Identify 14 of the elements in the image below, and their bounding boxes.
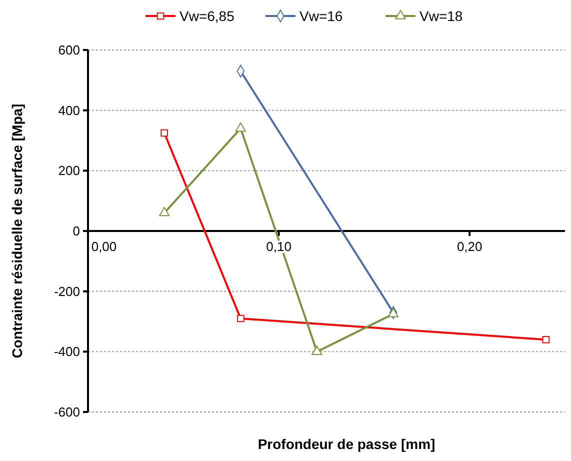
y-tick-label: 0: [72, 224, 80, 239]
x-tick-label: 0,00: [91, 239, 117, 254]
y-tick-label: -600: [54, 404, 80, 420]
x-tick-label: 0,20: [456, 239, 482, 254]
legend-label: Vw=6,85: [180, 8, 235, 24]
y-tick-label: -200: [54, 284, 80, 299]
legend-label: Vw=18: [420, 8, 463, 24]
y-tick-label: 400: [58, 102, 80, 118]
x-axis-title: Profondeur de passe [mm]: [258, 436, 436, 452]
legend-label: Vw=16: [300, 8, 343, 24]
y-tick-label: 600: [58, 42, 80, 58]
y-tick-label: -400: [54, 344, 80, 360]
y-axis-title: Contrainte résiduelle de surface [Mpa]: [9, 104, 25, 358]
y-tick-label: 200: [58, 163, 80, 178]
